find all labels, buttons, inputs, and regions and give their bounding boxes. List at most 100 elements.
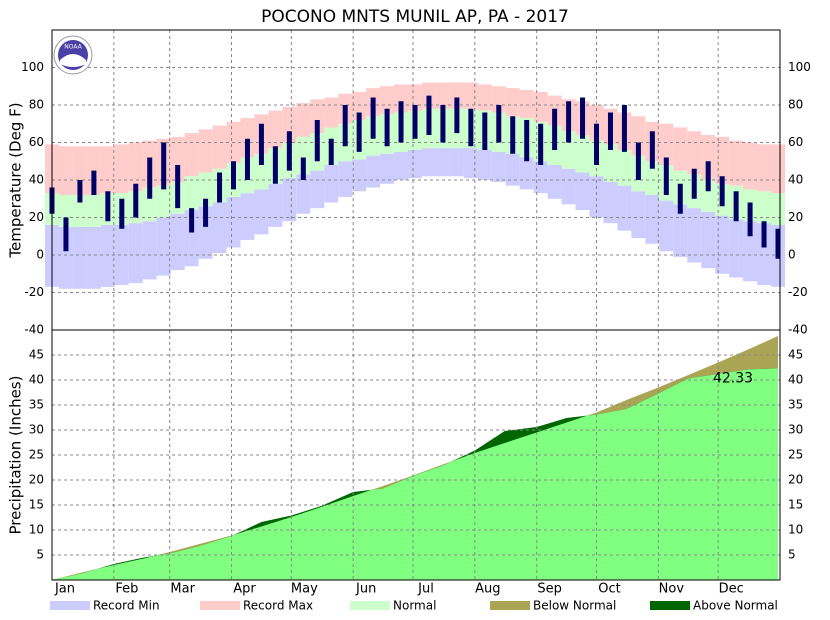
observed-temp-bar <box>677 183 683 214</box>
x-tick-label: Sep <box>537 582 562 597</box>
record-min-band <box>463 148 478 179</box>
record-min-band <box>547 165 562 199</box>
record-min-band <box>324 165 339 203</box>
record-min-band <box>240 193 255 240</box>
normal-band <box>58 195 73 227</box>
x-tick-label: Mar <box>170 582 195 597</box>
legend-label: Normal <box>393 599 436 613</box>
record-max-band <box>282 106 297 143</box>
y-tick-label-right: 10 <box>788 523 803 537</box>
record-max-band <box>729 140 744 186</box>
y-axis-title: Precipitation (Inches) <box>7 376 25 535</box>
record-min-band <box>701 211 716 269</box>
record-min-band <box>170 213 185 270</box>
y-tick-label-right: 60 <box>788 135 803 149</box>
y-tick-label-right: 20 <box>788 473 803 487</box>
observed-temp-bar <box>356 112 362 152</box>
record-max-band <box>771 144 785 194</box>
observed-temp-bar <box>384 108 390 147</box>
observed-temp-bar <box>272 146 278 184</box>
observed-temp-bar <box>635 142 641 180</box>
y-tick-label: 5 <box>36 548 44 562</box>
y-tick-label-right: 0 <box>788 248 796 262</box>
observed-temp-bar <box>733 191 739 222</box>
logo-bird <box>60 54 86 67</box>
y-tick-label: 60 <box>29 135 44 149</box>
observed-temp-bar <box>286 131 292 171</box>
y-tick-label: 0 <box>36 248 44 262</box>
observed-temp-bar <box>147 157 153 199</box>
record-max-band <box>519 90 534 119</box>
record-min-band <box>505 153 520 186</box>
y-tick-label: 40 <box>29 173 44 187</box>
observed-temp-bar <box>105 191 111 222</box>
record-min-band <box>519 157 534 190</box>
record-max-band <box>352 91 367 120</box>
y-tick-label: 20 <box>29 210 44 224</box>
y-tick-label: 45 <box>29 348 44 362</box>
record-min-band <box>421 148 436 177</box>
observed-temp-bar <box>440 105 446 143</box>
record-min-band <box>380 153 395 184</box>
x-tick-label: Dec <box>719 582 744 597</box>
record-max-band <box>505 88 520 117</box>
observed-temp-bar <box>607 112 613 150</box>
observed-temp-bar <box>719 176 725 207</box>
normal-band <box>575 135 590 173</box>
y-tick-label-right: 40 <box>788 173 803 187</box>
legend-label: Record Min <box>93 599 160 613</box>
observed-temp-bar <box>538 123 544 165</box>
y-tick-label: 35 <box>29 398 44 412</box>
record-max-band <box>408 84 422 111</box>
record-min-band <box>645 195 660 244</box>
observed-temp-bar <box>496 105 502 143</box>
normal-band <box>142 187 157 222</box>
x-tick-label: Nov <box>659 582 685 597</box>
observed-temp-bar <box>580 97 586 139</box>
record-min-band <box>477 150 492 180</box>
y-tick-label: -40 <box>24 323 44 337</box>
record-min-band <box>310 170 325 209</box>
record-max-band <box>743 142 758 190</box>
y-tick-label: -20 <box>24 285 44 299</box>
observed-temp-bar <box>691 168 697 199</box>
record-max-band <box>100 146 115 194</box>
record-min-band <box>366 155 381 188</box>
record-min-band <box>449 148 464 177</box>
record-min-band <box>631 191 646 239</box>
plot-frame <box>51 29 781 581</box>
x-tick-label: Jul <box>417 582 434 597</box>
record-max-band <box>491 86 506 113</box>
observed-temp-bar <box>342 105 348 147</box>
record-max-band <box>240 118 255 158</box>
record-min-band <box>394 151 409 180</box>
record-max-band <box>757 144 772 192</box>
normal-band <box>296 136 311 175</box>
record-max-band <box>449 82 464 109</box>
record-max-band <box>212 125 227 169</box>
observed-temp-bar <box>77 180 83 203</box>
y-tick-label-right: 15 <box>788 498 803 512</box>
record-min-band <box>86 226 101 289</box>
observed-temp-bar <box>761 221 767 248</box>
record-max-band <box>631 116 646 156</box>
record-max-band <box>701 135 716 180</box>
record-max-band <box>659 123 674 165</box>
record-min-band <box>212 202 227 254</box>
record-min-band <box>184 210 199 267</box>
record-min-band <box>352 159 367 192</box>
record-min-band <box>617 185 632 231</box>
x-tick-label: May <box>291 582 318 597</box>
record-min-band <box>100 225 115 287</box>
observed-temp-bar <box>775 228 781 259</box>
record-min-band <box>156 217 171 276</box>
observed-temp-bar <box>175 165 181 209</box>
legend-swatch <box>490 601 530 610</box>
observed-temp-bar <box>161 142 167 190</box>
y-tick-label: 20 <box>29 473 44 487</box>
record-min-band <box>687 208 702 263</box>
record-max-band <box>72 146 87 195</box>
observed-temp-bar <box>482 112 488 150</box>
normal-band <box>184 176 199 210</box>
observed-temp-bar <box>63 217 69 252</box>
